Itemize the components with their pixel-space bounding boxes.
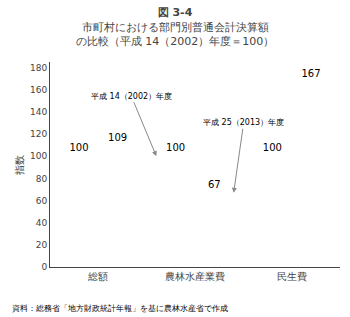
svg-text:平成 25（2013）年度: 平成 25（2013）年度: [203, 118, 284, 127]
svg-text:100: 100: [166, 142, 185, 153]
svg-text:80: 80: [36, 174, 48, 184]
svg-text:40: 40: [36, 218, 48, 228]
svg-text:160: 160: [30, 85, 47, 95]
svg-text:0: 0: [41, 262, 47, 272]
svg-text:20: 20: [36, 240, 48, 250]
svg-text:平成 14（2002）年度: 平成 14（2002）年度: [91, 92, 172, 101]
svg-text:100: 100: [69, 142, 88, 153]
svg-text:図 3-4市町村における部門別普通会計決算額の比較（平成 1: 図 3-4市町村における部門別普通会計決算額の比較（平成 14（2002）年度＝…: [76, 6, 274, 48]
svg-text:100: 100: [30, 151, 47, 161]
svg-text:67: 67: [208, 179, 221, 190]
svg-text:109: 109: [108, 132, 127, 143]
svg-text:100: 100: [263, 142, 282, 153]
svg-text:60: 60: [36, 196, 48, 206]
svg-text:農林水産業費: 農林水産業費: [165, 271, 225, 282]
svg-text:180: 180: [30, 63, 47, 73]
svg-text:指数: 指数: [14, 155, 25, 176]
svg-text:総額: 総額: [87, 271, 108, 282]
svg-text:120: 120: [30, 129, 47, 139]
svg-text:167: 167: [301, 68, 320, 79]
svg-text:民生費: 民生費: [277, 271, 307, 282]
svg-text:140: 140: [30, 107, 47, 117]
svg-text:資料：総務省「地方財政統計年報」を基に農林水産省で作成: 資料：総務省「地方財政統計年報」を基に農林水産省で作成: [12, 304, 228, 313]
